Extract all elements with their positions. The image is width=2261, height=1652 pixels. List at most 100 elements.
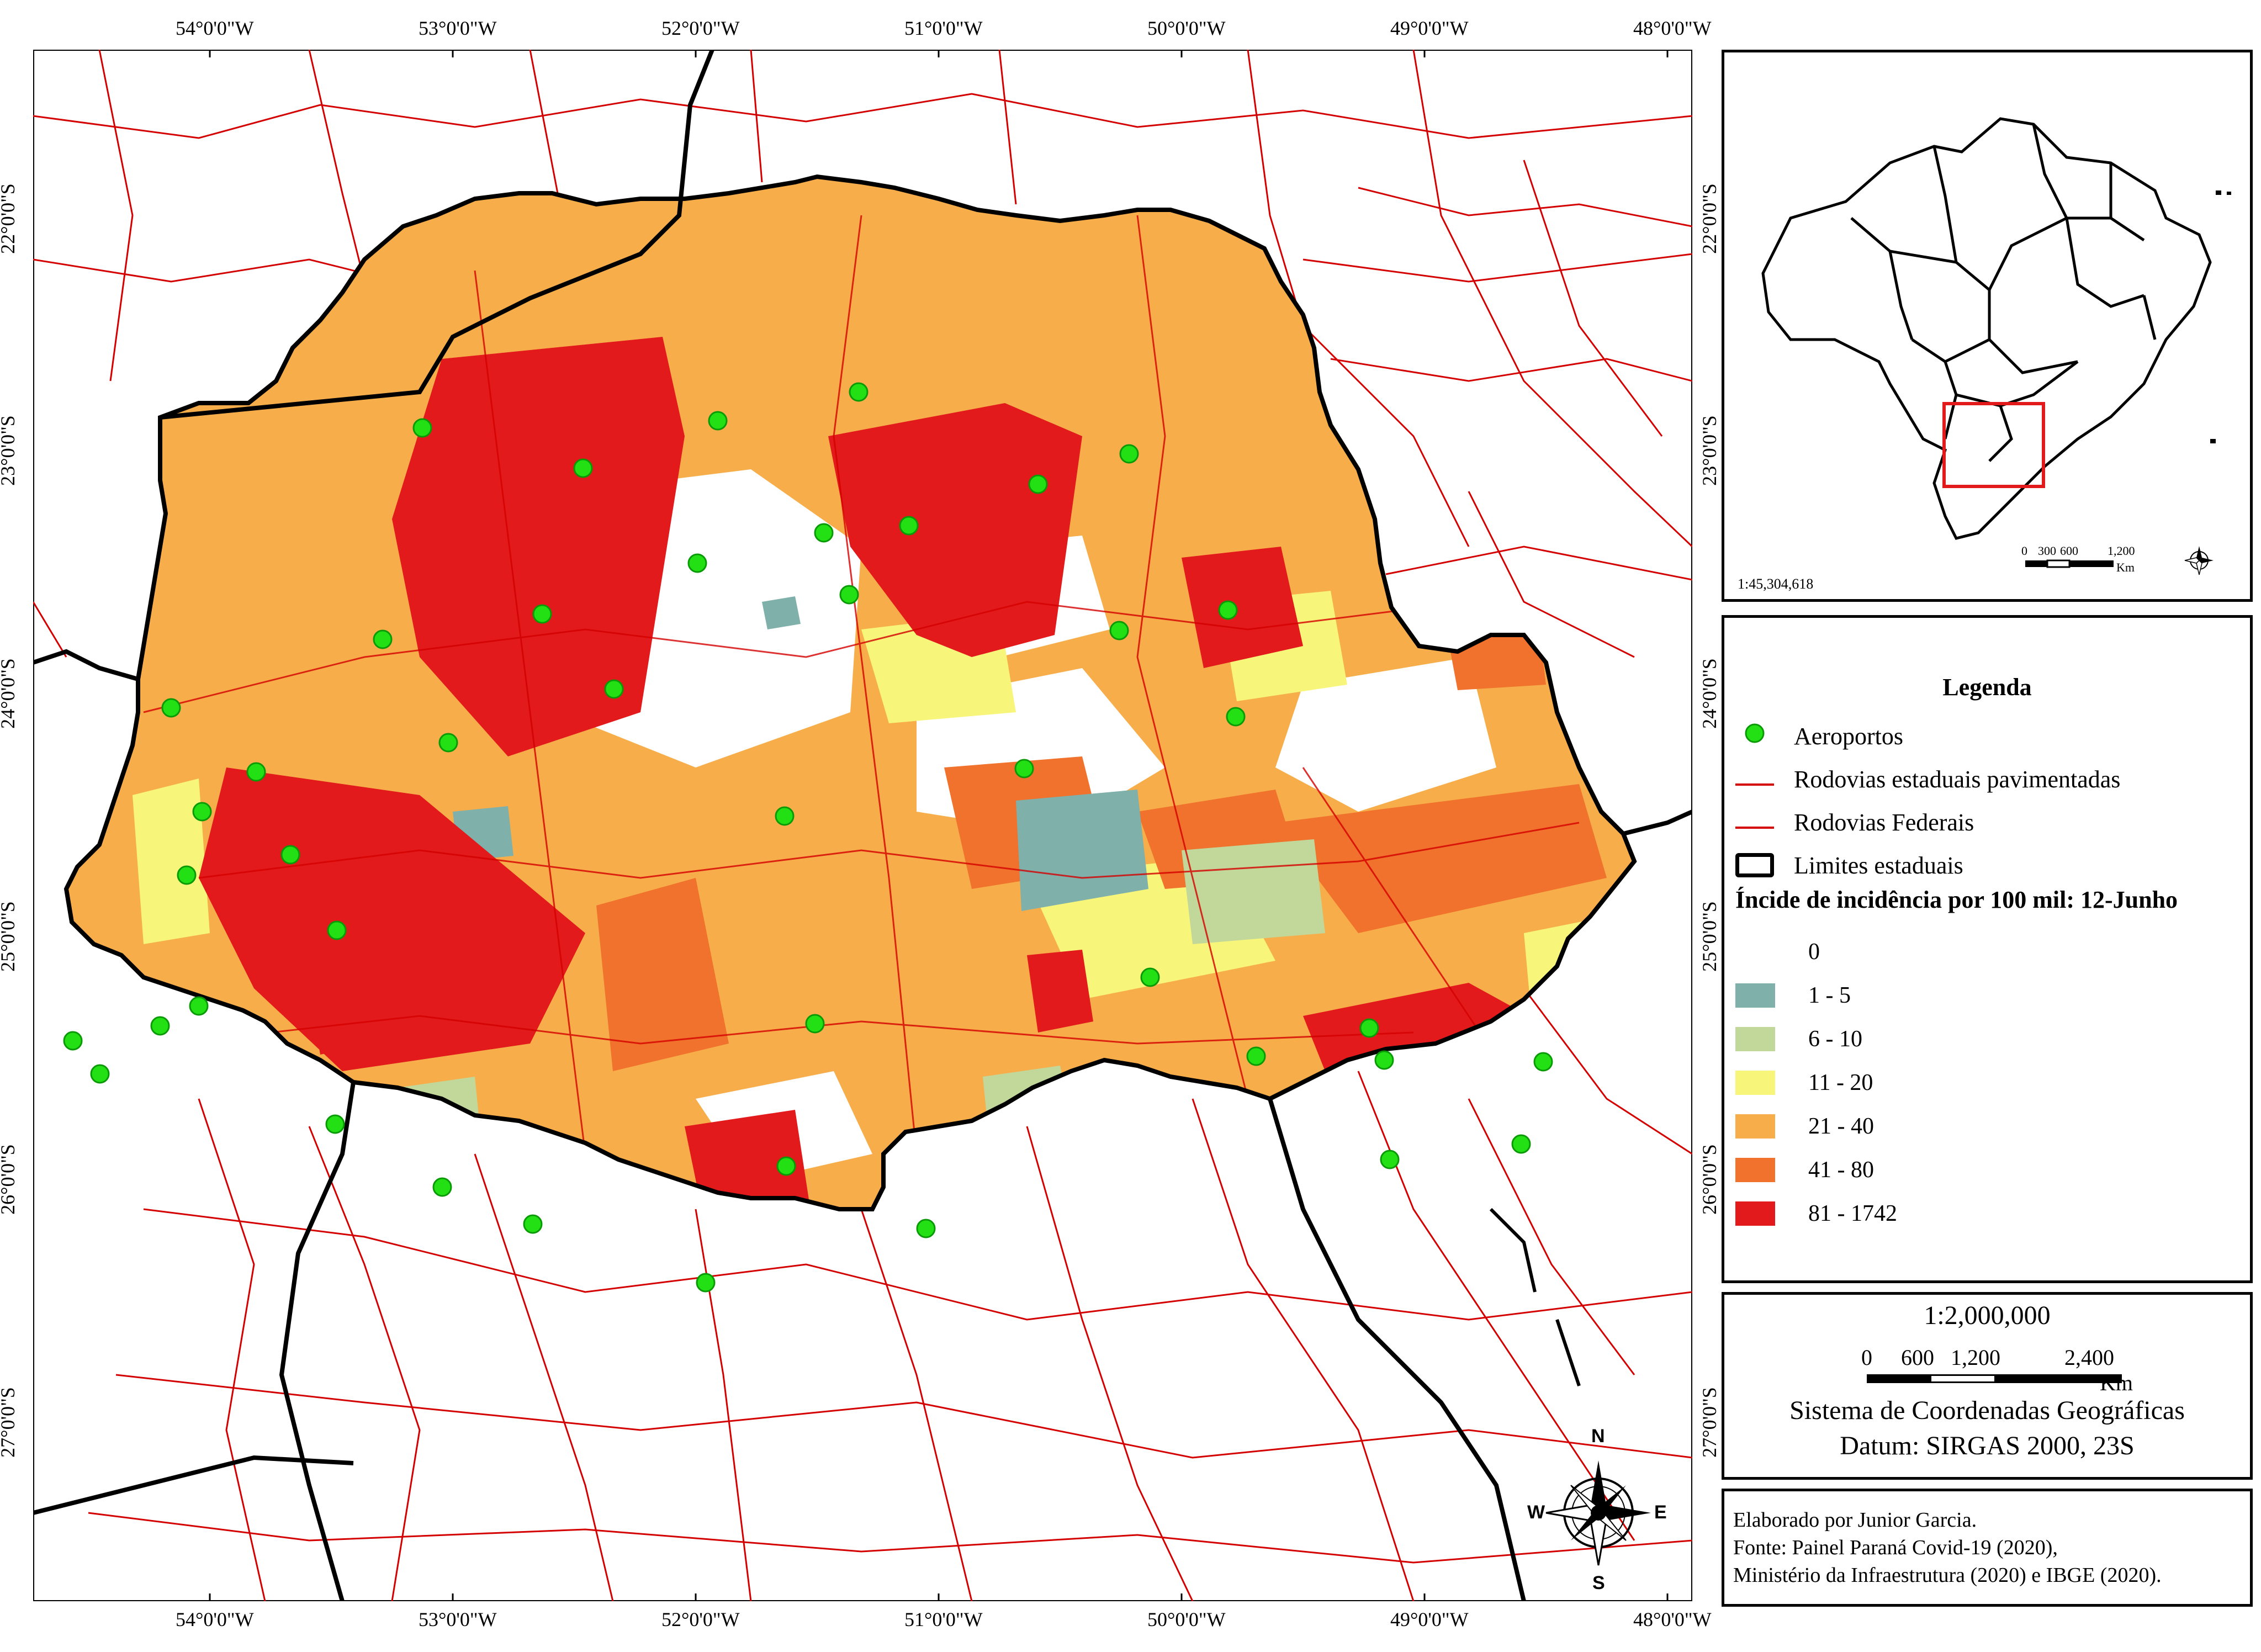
legend-class: 0	[1735, 930, 1897, 973]
inset-scale-text: 1:45,304,618	[1738, 576, 1814, 592]
lon-tick-top: 51°0'0"W	[904, 17, 983, 39]
scale-bar-label: 2,400	[2064, 1345, 2114, 1370]
legend-classes-title: Íncide de incidência por 100 mil: 12-Jun…	[1735, 886, 2178, 913]
legend-class: 6 - 10	[1735, 1017, 1897, 1061]
lat-tick-left: 25°0'0"S	[0, 901, 19, 972]
credits-panel: Elaborado por Junior Garcia. Fonte: Pain…	[1722, 1489, 2253, 1607]
airport-marker	[805, 1014, 825, 1034]
legend-item-label: Rodovias Federais	[1794, 808, 1974, 836]
credits-line-2: Fonte: Painel Paraná Covid-19 (2020),	[1733, 1536, 2058, 1559]
compass-rose: N S W E	[1527, 1426, 1667, 1596]
class-swatch	[1735, 939, 1775, 964]
inset-parana-highlight	[1942, 402, 2045, 488]
legend-item-label: Limites estaduais	[1794, 851, 1963, 879]
legend-item-state-limits: Limites estaduais	[1735, 844, 2249, 887]
scale-bar-label: 600	[1901, 1345, 1934, 1370]
lon-tick-top: 49°0'0"W	[1390, 17, 1469, 39]
airport-marker	[412, 418, 432, 438]
lat-tick-left: 27°0'0"S	[0, 1387, 19, 1458]
airport-marker	[1511, 1134, 1531, 1154]
lat-tick-right: 27°0'0"S	[1698, 1387, 1720, 1458]
main-map: N S W E	[33, 50, 1692, 1601]
airports	[63, 382, 1553, 1293]
class-swatch	[1735, 1114, 1775, 1139]
class-label: 6 - 10	[1808, 1026, 1862, 1052]
airport-marker	[150, 1016, 170, 1036]
lat-tick-right: 26°0'0"S	[1698, 1144, 1720, 1215]
crs-line-1: Sistema de Coordenadas Geográficas	[1789, 1396, 2185, 1425]
airport-marker	[573, 458, 593, 478]
class-swatch	[1735, 1026, 1775, 1051]
legend-items: Aeroportos Rodovias estaduais pavimentad…	[1735, 714, 2249, 887]
map-canvas	[33, 50, 1692, 1601]
lon-tick-top: 48°0'0"W	[1633, 17, 1712, 39]
compass-n: N	[1591, 1426, 1605, 1447]
airport-marker	[1226, 707, 1246, 727]
airport-marker	[708, 411, 728, 431]
lon-tick-top: 53°0'0"W	[419, 17, 497, 39]
lat-tick-left: 23°0'0"S	[0, 415, 19, 486]
airport-marker	[189, 996, 209, 1016]
airport-marker	[90, 1064, 110, 1084]
legend-classes: 0 1 - 5 6 - 10 11 - 20 21 - 40 41 - 80 8…	[1735, 930, 1897, 1235]
airport-marker	[63, 1031, 83, 1051]
red-line-icon	[1735, 765, 1774, 793]
road-network	[33, 50, 1692, 1601]
lon-tick-bottom: 50°0'0"W	[1147, 1608, 1226, 1630]
airport-marker	[192, 802, 212, 822]
scale-unit: Km	[2100, 1370, 2133, 1395]
airport-marker	[532, 604, 552, 624]
airport-marker	[1140, 967, 1160, 987]
credits-line-3: Ministério da Infraestrutura (2020) e IB…	[1733, 1564, 2162, 1587]
airport-marker	[1533, 1052, 1553, 1072]
airport-marker	[814, 523, 834, 543]
lon-tick-top: 54°0'0"W	[176, 17, 254, 39]
airport-marker	[325, 1114, 345, 1134]
compass-w: W	[1527, 1502, 1545, 1523]
class-label: 1 - 5	[1808, 982, 1851, 1008]
scale-bar-label: 0	[1861, 1345, 1872, 1370]
airport-marker	[1109, 621, 1129, 640]
airport-marker	[849, 382, 869, 402]
airport-marker	[161, 698, 181, 718]
airport-marker	[246, 762, 266, 782]
inset-scale-label: 600	[2060, 544, 2078, 558]
airport-marker	[899, 516, 919, 536]
airport-marker	[1028, 474, 1048, 494]
compass-s: S	[1592, 1572, 1605, 1593]
airport-marker	[1246, 1046, 1266, 1066]
lat-tick-right: 24°0'0"S	[1698, 658, 1720, 729]
airport-marker	[696, 1273, 716, 1293]
lon-tick-bottom: 53°0'0"W	[419, 1608, 497, 1630]
airport-marker	[523, 1214, 543, 1234]
legend-item-label: Rodovias estaduais pavimentadas	[1794, 765, 2121, 793]
lon-tick-bottom: 48°0'0"W	[1633, 1608, 1712, 1630]
legend-title: Legenda	[1942, 674, 2032, 701]
lon-tick-bottom: 52°0'0"W	[661, 1608, 740, 1630]
airport-marker	[775, 806, 795, 826]
inset-scale-label: 300	[2038, 544, 2056, 558]
lon-tick-bottom: 51°0'0"W	[904, 1608, 983, 1630]
inset-compass-icon	[2184, 546, 2214, 575]
scale-panel: 1:2,000,000 0 600 1,200 2,400 Km Sistema…	[1722, 1292, 2253, 1480]
lat-tick-left: 22°0'0"S	[0, 183, 19, 254]
red-line-icon	[1735, 808, 1774, 836]
inset-scale-label: 0	[2021, 544, 2027, 558]
class-label: 81 - 1742	[1808, 1200, 1897, 1226]
airport-marker	[373, 629, 393, 649]
lat-tick-right: 23°0'0"S	[1698, 415, 1720, 486]
lon-tick-top: 52°0'0"W	[661, 17, 740, 39]
scale-text: 1:2,000,000	[1924, 1301, 2051, 1330]
class-swatch	[1735, 983, 1775, 1008]
state-boundaries	[33, 50, 1692, 1601]
outline-box-icon	[1735, 853, 1774, 877]
legend-class: 1 - 5	[1735, 973, 1897, 1017]
legend-item-federal-roads: Rodovias Federais	[1735, 801, 2249, 844]
airport-marker	[839, 585, 859, 605]
credits-line-1: Elaborado por Junior Garcia.	[1733, 1508, 1977, 1532]
airport-marker	[687, 553, 707, 573]
lat-tick-left: 24°0'0"S	[0, 658, 19, 729]
airport-marker	[280, 845, 300, 865]
lat-tick-left: 26°0'0"S	[0, 1144, 19, 1215]
legend-class: 11 - 20	[1735, 1061, 1897, 1104]
